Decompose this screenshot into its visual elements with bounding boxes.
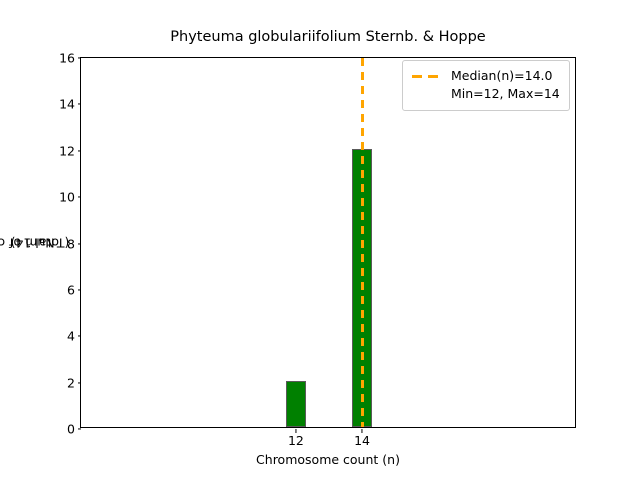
plot-area: 0 2 4 6 8 10 12 14 16 12 14 bbox=[59, 51, 576, 448]
bar-12 bbox=[285, 380, 306, 427]
median-line bbox=[360, 58, 364, 427]
legend-entry-label: Median(n)=14.0 Min=12, Max=14 bbox=[451, 67, 560, 103]
legend-minmax-text: Min=12, Max=14 bbox=[451, 86, 560, 102]
y-tick-mark-8 bbox=[77, 242, 81, 245]
y-tick-label-8: 8 bbox=[67, 236, 75, 251]
y-tick-label-4: 4 bbox=[67, 328, 75, 344]
legend-median-text: Median(n)=14.0 bbox=[451, 68, 553, 83]
y-tick-mark-10 bbox=[77, 196, 81, 198]
y-tick-mark-14 bbox=[77, 103, 81, 105]
chart-legend: Median(n)=14.0 Min=12, Max=14 bbox=[402, 60, 570, 112]
y-tick-mark-2 bbox=[77, 382, 81, 384]
x-tick-label-12: 12 bbox=[287, 433, 304, 448]
chart-title: Phyteuma globulariifolium Sternb. & Hopp… bbox=[170, 29, 486, 45]
x-tick-label-14: 14 bbox=[354, 433, 371, 448]
legend-entry-median: Median(n)=14.0 Min=12, Max=14 bbox=[412, 67, 560, 103]
y-tick-label-0: 0 bbox=[67, 421, 75, 437]
x-tick-mark-12 bbox=[295, 429, 297, 433]
x-tick-mark-14 bbox=[361, 429, 363, 433]
y-tick-label-14: 14 bbox=[59, 96, 75, 112]
y-tick-label-6: 6 bbox=[67, 282, 75, 298]
legend-dashed-line-swatch bbox=[412, 68, 442, 84]
y-tick-label-12: 12 bbox=[59, 143, 75, 159]
x-axis-label: Chromosome count (n) bbox=[256, 452, 400, 467]
y-tick-label-2: 2 bbox=[67, 375, 75, 391]
y-tick-mark-4 bbox=[77, 335, 81, 337]
y-tick-mark-0 bbox=[77, 428, 81, 430]
y-tick-label-10: 10 bbox=[59, 189, 75, 205]
y-tick-mark-6 bbox=[77, 289, 81, 291]
y-tick-label-16: 16 bbox=[59, 50, 75, 66]
y-tick-mark-12 bbox=[77, 150, 81, 152]
plot-inner: 0 2 4 6 8 10 12 14 16 12 14 bbox=[59, 51, 575, 448]
y-tick-mark-16 bbox=[77, 57, 81, 59]
y-axis-label: Num of counts (Total 14) bbox=[0, 57, 70, 428]
